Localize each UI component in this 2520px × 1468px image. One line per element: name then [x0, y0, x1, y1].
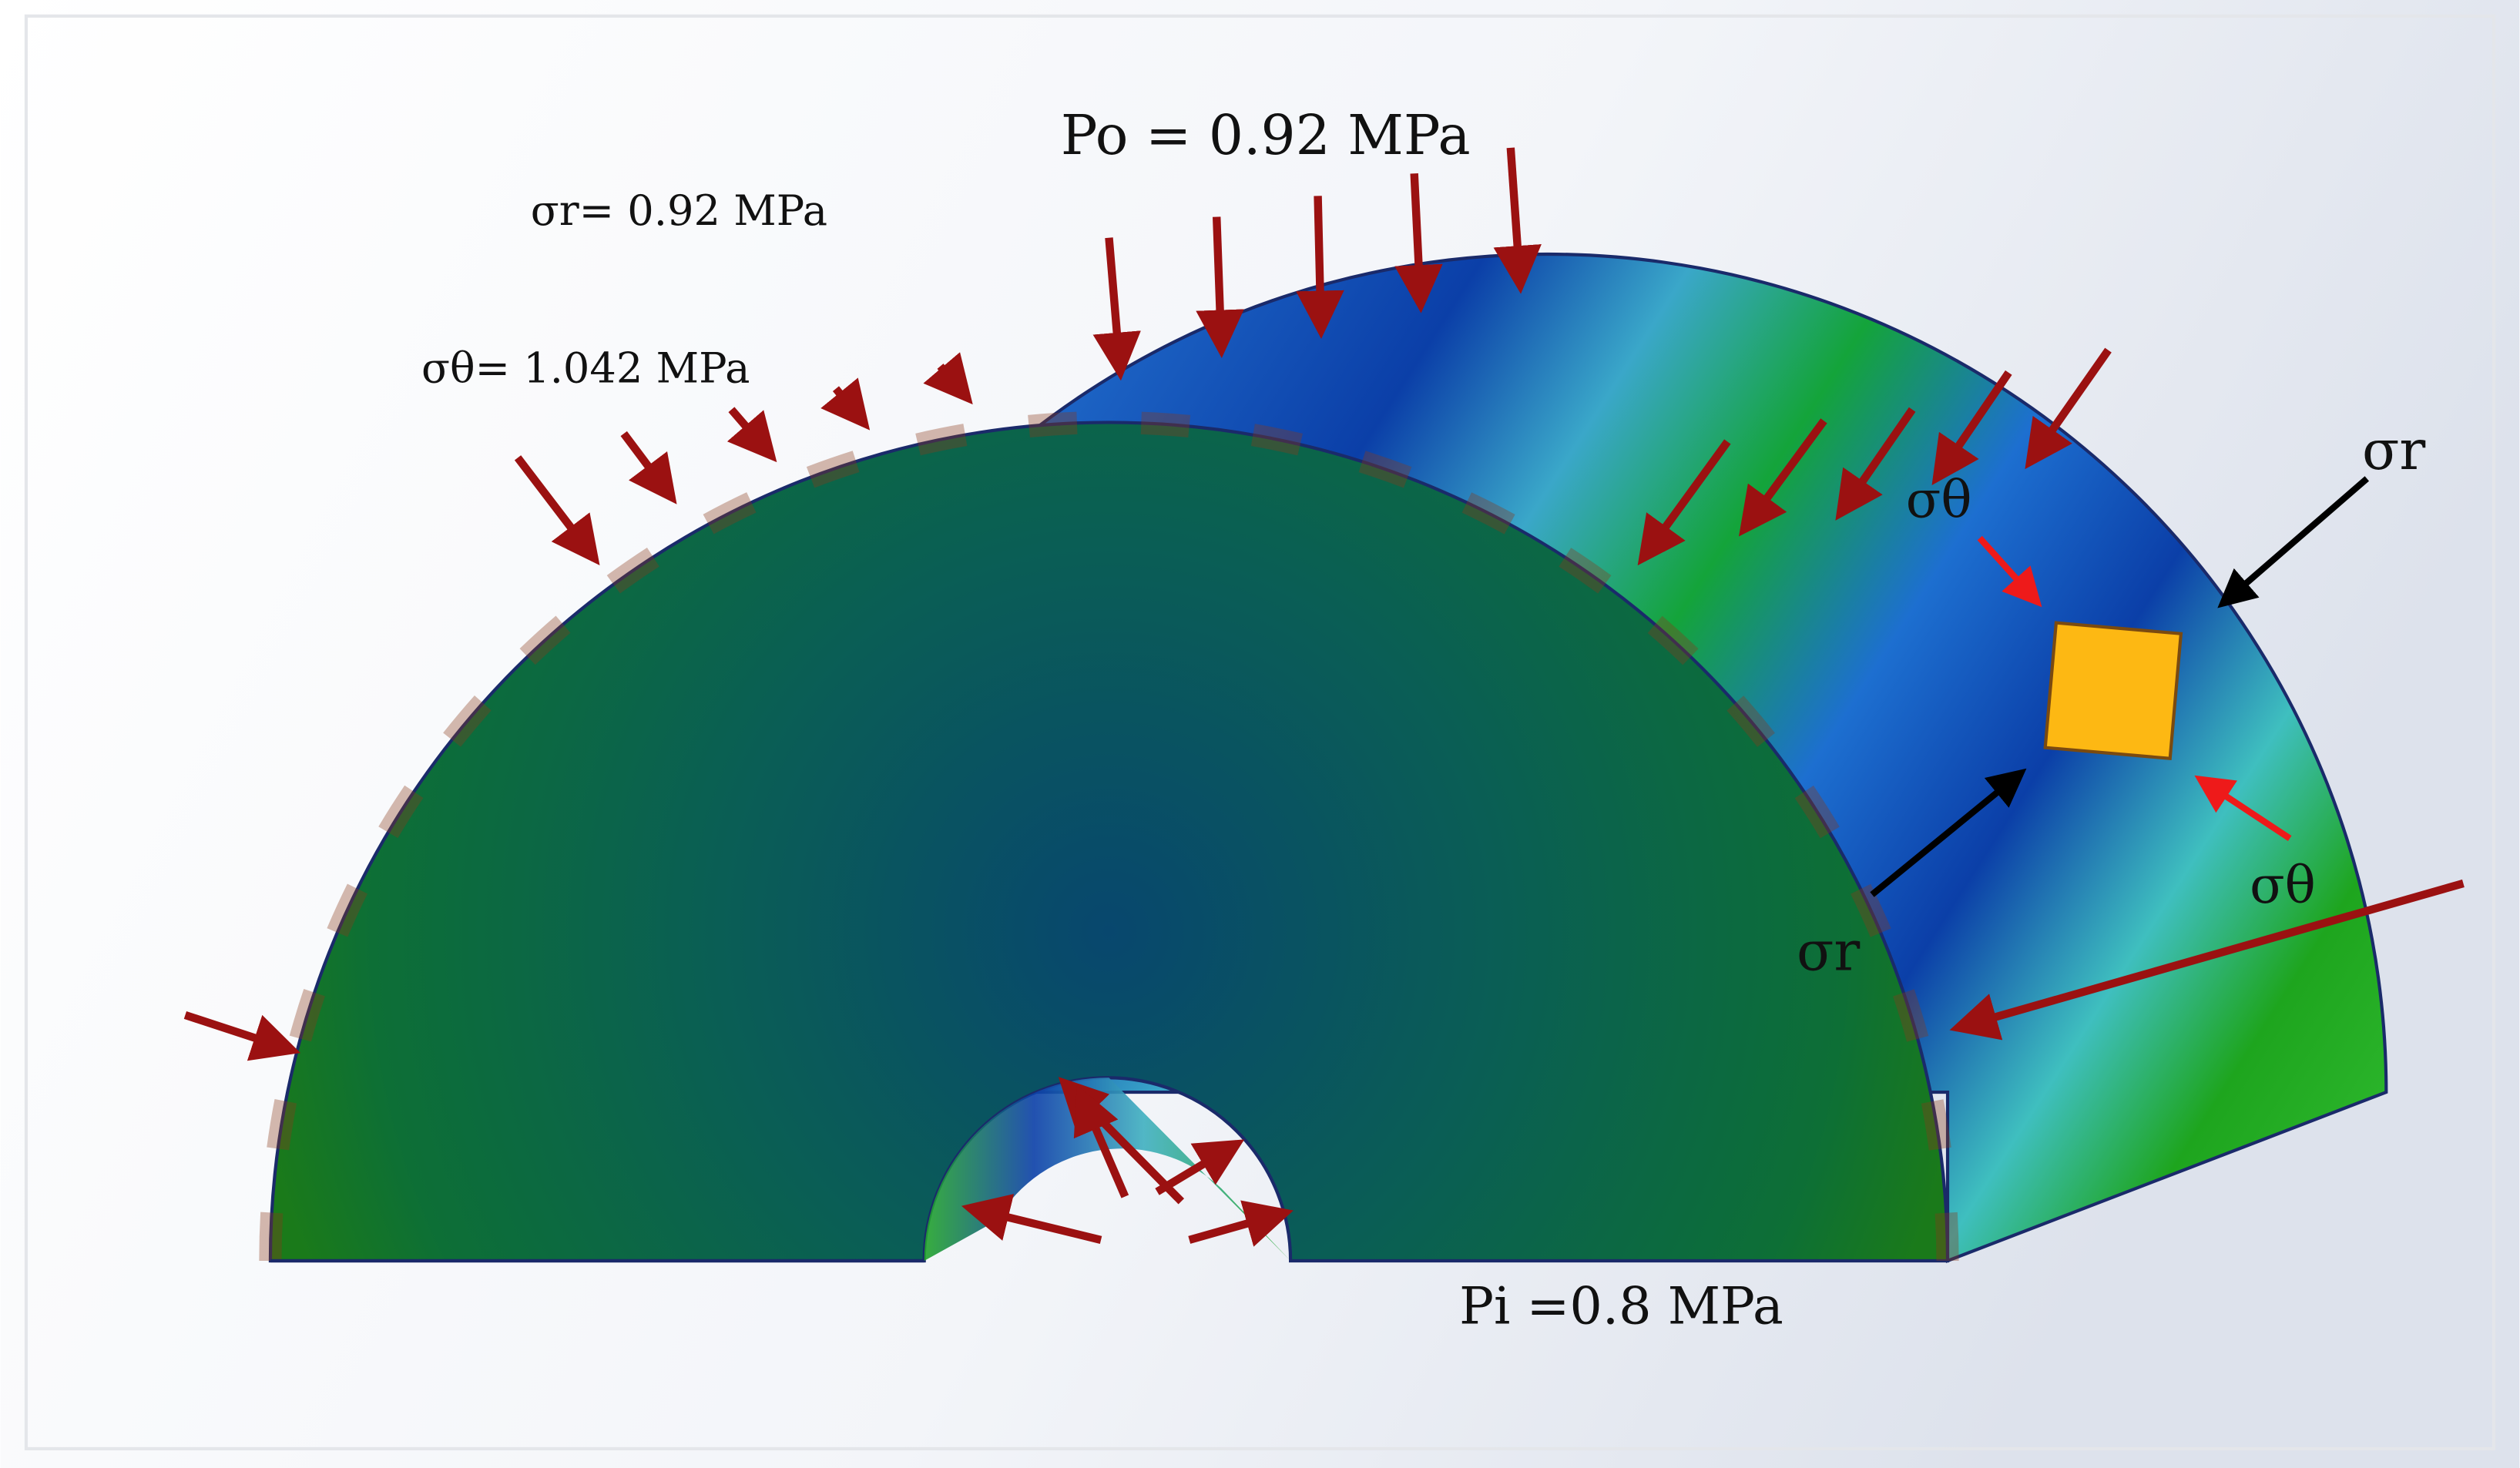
- arrow: [961, 1194, 1102, 1244]
- arrow: [1188, 1200, 1294, 1247]
- arrow: [2025, 347, 2112, 470]
- arrow: [620, 431, 677, 504]
- arrow: [1739, 418, 1827, 537]
- shape: [2043, 621, 2183, 761]
- stress-element: [1870, 476, 2370, 897]
- arrow: [1394, 173, 1443, 313]
- arrow: [1196, 216, 1244, 359]
- hoop-stress-label: σθ= 1.042 MPa: [421, 344, 750, 392]
- arrow: [726, 407, 777, 463]
- arrow: [1092, 237, 1141, 381]
- arrow: [1835, 407, 1916, 521]
- arrow: [1637, 439, 1731, 566]
- arrow: [1949, 879, 2465, 1041]
- arrow: [514, 455, 600, 565]
- arrow: [1931, 370, 2012, 486]
- shape: [924, 1078, 1291, 1261]
- pressure-arrows: [183, 147, 2465, 1247]
- arrow: [923, 352, 973, 405]
- element-sigma-theta-label: σθ: [2250, 855, 2316, 915]
- frame: [24, 14, 2496, 1451]
- element-sigma-r-label: σr: [1797, 920, 1860, 984]
- arrow: [2217, 476, 2370, 608]
- inner-pressure-label: Pi =0.8 MPa: [1459, 1275, 1783, 1336]
- arrow: [183, 1011, 301, 1061]
- arrow: [1493, 147, 1542, 294]
- arrow: [1296, 196, 1344, 340]
- outer-pressure-label: Po = 0.92 MPa: [1061, 103, 1471, 167]
- radial-stress-label: σr= 0.92 MPa: [531, 186, 827, 235]
- arrow: [2194, 775, 2292, 842]
- arrow: [1073, 1084, 1129, 1198]
- element-sigma-theta-label: σθ: [1906, 469, 1972, 529]
- element-sigma-r-label: σr: [2362, 418, 2425, 482]
- arrow: [1977, 535, 2042, 608]
- arrow: [820, 377, 871, 431]
- arrow: [1870, 768, 2027, 897]
- arrow: [1155, 1139, 1245, 1195]
